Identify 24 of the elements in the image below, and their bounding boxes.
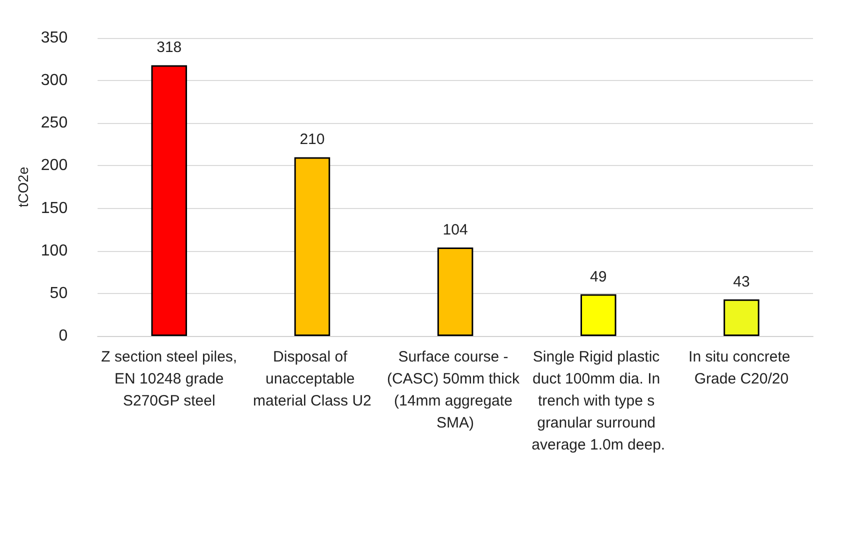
y-tick-label: 300 [40,72,68,90]
bar [580,294,616,336]
bar [294,157,330,336]
x-tick-label: Disposal of unacceptable material Class U2 [253,348,372,410]
x-tick-label: In situ concrete Grade C20/20 [688,348,794,388]
y-tick-label: 200 [40,157,68,174]
bar [151,65,188,336]
y-tick-label: 0 [58,328,68,344]
x-tick-label: Single Rigid plastic duct 100mm dia. In trench with type s granular surround average 1.0m deep. [532,348,666,454]
data-label: 318 [156,39,182,56]
y-tick-label: 350 [40,30,68,46]
y-tick-label: 100 [40,242,68,260]
bar [437,247,474,336]
y-tick-label: 50 [50,284,68,302]
x-tick-label: Surface course - (CASC) 50mm thick (14mm aggregate SMA) [386,348,524,432]
y-tick-label: 250 [40,114,68,132]
data-label: 49 [590,268,607,286]
y-axis-title: tCO2e [15,166,31,208]
data-label: 43 [733,273,750,290]
data-label: 104 [442,221,468,238]
data-label: 210 [300,131,325,148]
bar [724,299,760,336]
y-tick-label: 150 [40,200,68,217]
x-tick-label: Z section steel piles, EN 10248 grade S270GP steel [101,348,238,410]
